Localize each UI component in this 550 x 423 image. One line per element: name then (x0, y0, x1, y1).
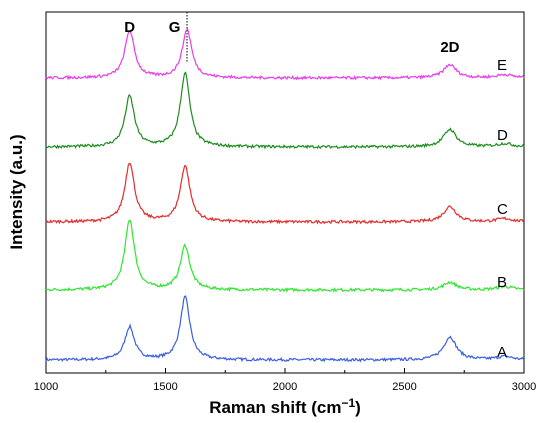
x-tick-label: 3000 (512, 381, 536, 393)
series-label-B: B (497, 274, 507, 291)
x-axis-title: Raman shift (cm−1) (209, 396, 361, 417)
series-label-D: D (497, 127, 508, 144)
plot-frame (45, 11, 525, 374)
series-line-A (45, 295, 525, 363)
x-tick-label: 2000 (273, 381, 297, 393)
series-line-C (45, 162, 525, 225)
series-label-E: E (497, 57, 507, 74)
x-tick-label: 1000 (34, 381, 58, 393)
peak-label-D: D (124, 19, 135, 36)
series-line-E (45, 27, 525, 81)
series-label-A: A (497, 344, 507, 361)
y-axis-title: Intensity (a.u.) (7, 134, 26, 249)
peak-label-2D: 2D (440, 39, 459, 56)
series-line-D (45, 71, 525, 150)
series-label-C: C (497, 201, 508, 218)
peak-label-G: G (169, 19, 181, 36)
x-tick-label: 2500 (392, 381, 416, 393)
series-line-B (45, 219, 525, 293)
x-tick-label: 1500 (153, 381, 177, 393)
